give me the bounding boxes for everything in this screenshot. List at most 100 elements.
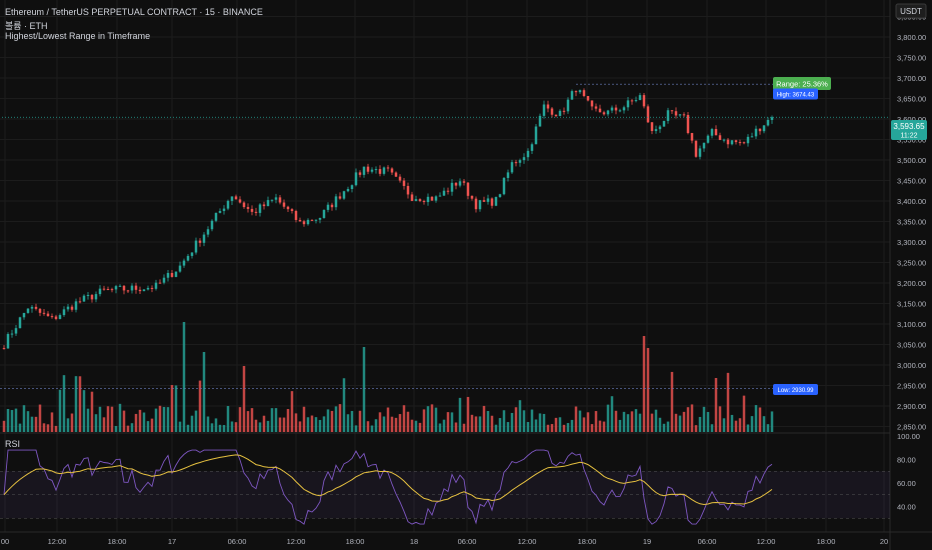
time-tick-label: 00	[1, 537, 9, 546]
volume-bar	[542, 413, 546, 432]
volume-bar	[210, 423, 214, 432]
candle-body	[54, 316, 58, 319]
volume-bar	[618, 419, 622, 432]
volume-bar	[238, 407, 242, 432]
volume-legend[interactable]: 볼륨 · ETH	[5, 21, 48, 31]
candle-body	[58, 315, 62, 319]
time-axis[interactable]: 00 12:00 18:00 17 06:00 12:00 18:00 18 06:00 12:0…	[1, 537, 888, 546]
volume-bar	[54, 425, 58, 432]
volume-bar	[118, 403, 122, 432]
candle-body	[742, 142, 746, 144]
candle-body	[186, 255, 190, 261]
candle-body	[478, 200, 482, 210]
candle-body	[250, 208, 254, 212]
candle-body	[526, 150, 530, 158]
volume-bar	[610, 396, 614, 432]
volume-bar	[298, 421, 302, 432]
volume-bar	[190, 415, 194, 432]
candle-body	[274, 197, 278, 200]
volume-bar	[682, 411, 686, 432]
volume-bar	[258, 422, 262, 432]
candle-body	[278, 197, 282, 203]
candle-body	[258, 204, 262, 213]
bar-countdown: 11:22	[901, 133, 918, 140]
volume-bar	[82, 390, 86, 432]
volume-bar	[514, 407, 518, 432]
candle-body	[262, 204, 266, 207]
candle-body	[486, 198, 490, 202]
volume-bar	[690, 404, 694, 432]
volume-bar	[498, 418, 502, 432]
volume-bar	[678, 415, 682, 432]
volume-bar	[742, 395, 746, 432]
volume-bar	[154, 408, 158, 432]
time-tick-label: 18:00	[108, 537, 127, 546]
volume-bar	[526, 421, 530, 432]
candle-body	[750, 136, 754, 138]
price-axis[interactable]: 3,850.003,800.003,750.003,700.003,650.00…	[897, 13, 926, 432]
time-tick-label: 12:00	[518, 537, 537, 546]
candle-body	[418, 199, 422, 202]
volume-bar	[274, 408, 278, 432]
volume-bar	[150, 418, 154, 432]
volume-bar	[142, 412, 146, 432]
volume-bar	[770, 411, 774, 432]
candle-body	[690, 133, 694, 141]
price-tick-label: 2,900.00	[897, 402, 926, 411]
currency-badge[interactable]	[895, 3, 927, 19]
candle-body	[202, 234, 206, 243]
candle-body	[282, 202, 286, 207]
price-tick-label: 3,450.00	[897, 177, 926, 186]
price-tick-label: 3,200.00	[897, 279, 926, 288]
volume-bar	[434, 407, 438, 432]
volume-bar	[570, 419, 574, 432]
candle-body	[546, 104, 550, 109]
volume-bar	[546, 424, 550, 432]
candle-body	[538, 115, 542, 127]
volume-bar	[230, 421, 234, 432]
price-tick-label: 3,500.00	[897, 156, 926, 165]
range-label: Range: 25.36%	[776, 80, 828, 89]
candle-body	[98, 288, 102, 295]
volume-bar	[666, 421, 670, 432]
volume-bar	[362, 347, 366, 432]
price-tick-label: 3,150.00	[897, 300, 926, 309]
volume-bar	[450, 412, 454, 432]
candle-body	[382, 167, 386, 174]
candle-body	[234, 196, 238, 200]
volume-bar	[130, 423, 134, 432]
candle-body	[306, 219, 310, 225]
volume-bar	[70, 413, 74, 432]
candle-body	[490, 198, 494, 206]
volume-bar	[470, 414, 474, 432]
candlestick-series	[2, 88, 774, 350]
chart-title[interactable]: Ethereum / TetherUS PERPETUAL CONTRACT ·…	[5, 7, 263, 17]
candle-body	[102, 288, 106, 290]
volume-bar	[714, 378, 718, 432]
price-tick-label: 3,750.00	[897, 54, 926, 63]
candle-body	[338, 196, 342, 199]
volume-bar	[94, 414, 98, 432]
volume-bar	[402, 405, 406, 432]
volume-bar	[166, 407, 170, 432]
candle-body	[46, 313, 50, 317]
candle-body	[394, 172, 398, 177]
candle-body	[126, 290, 130, 292]
time-tick-label: 19	[643, 537, 651, 546]
price-tick-label: 3,600.00	[897, 115, 926, 124]
volume-bar	[294, 413, 298, 432]
volume-bar	[762, 416, 766, 432]
indicator-legend[interactable]: Highest/Lowest Range in Timeframe	[5, 31, 151, 41]
candle-body	[386, 167, 390, 169]
volume-bar	[278, 417, 282, 432]
volume-bar	[86, 408, 90, 432]
candle-body	[594, 106, 598, 109]
volume-bar	[42, 423, 46, 432]
price-tick-label: 3,700.00	[897, 74, 926, 83]
volume-bar	[14, 408, 18, 432]
volume-bar	[710, 424, 714, 432]
high-label: High: 3674.43	[777, 93, 815, 99]
volume-bar	[454, 422, 458, 432]
candle-body	[238, 199, 242, 203]
